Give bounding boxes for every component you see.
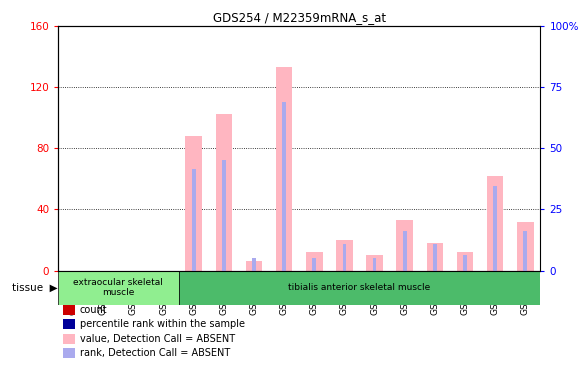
- Bar: [246, 261, 262, 270]
- Bar: [403, 231, 407, 270]
- Bar: [63, 334, 75, 344]
- Bar: [373, 258, 376, 270]
- Text: percentile rank within the sample: percentile rank within the sample: [80, 319, 245, 329]
- Bar: [282, 102, 286, 270]
- Bar: [252, 258, 256, 270]
- Bar: [463, 255, 467, 270]
- Bar: [306, 252, 322, 270]
- Text: tibialis anterior skeletal muscle: tibialis anterior skeletal muscle: [288, 283, 431, 292]
- Bar: [336, 240, 353, 270]
- Bar: [192, 169, 196, 270]
- Bar: [63, 320, 75, 329]
- Bar: [396, 220, 413, 270]
- Bar: [433, 244, 437, 270]
- Bar: [523, 231, 527, 270]
- Title: GDS254 / M22359mRNA_s_at: GDS254 / M22359mRNA_s_at: [213, 11, 386, 25]
- Text: tissue  ▶: tissue ▶: [12, 283, 58, 293]
- Bar: [366, 255, 383, 270]
- Bar: [426, 243, 443, 270]
- Bar: [276, 67, 292, 270]
- Bar: [457, 252, 474, 270]
- Bar: [487, 176, 503, 270]
- Text: extraocular skeletal
muscle: extraocular skeletal muscle: [73, 278, 163, 297]
- Bar: [313, 258, 316, 270]
- Text: rank, Detection Call = ABSENT: rank, Detection Call = ABSENT: [80, 348, 230, 358]
- Bar: [185, 136, 202, 270]
- Bar: [63, 305, 75, 314]
- Bar: [493, 186, 497, 270]
- Bar: [517, 221, 533, 270]
- Bar: [216, 115, 232, 270]
- Bar: [222, 160, 225, 270]
- Text: value, Detection Call = ABSENT: value, Detection Call = ABSENT: [80, 334, 235, 344]
- Text: count: count: [80, 305, 107, 315]
- Bar: [179, 270, 540, 305]
- Bar: [58, 270, 179, 305]
- Bar: [343, 244, 346, 270]
- Bar: [63, 348, 75, 358]
